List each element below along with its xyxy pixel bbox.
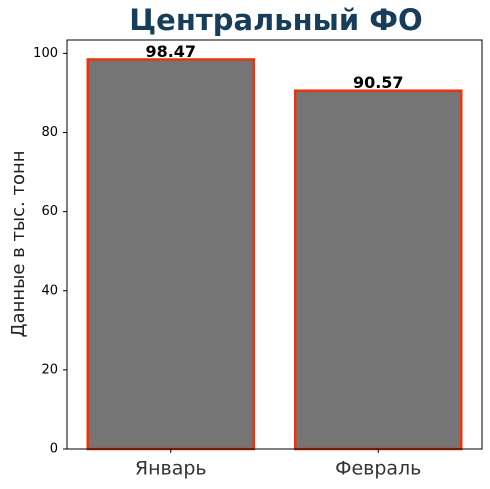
axes-frame bbox=[66, 39, 483, 450]
y-tick-label: 20 bbox=[41, 362, 58, 377]
y-tick-label: 80 bbox=[41, 125, 58, 140]
chart-title: Центральный ФО bbox=[129, 3, 422, 37]
y-tick-label: 100 bbox=[33, 46, 58, 61]
value-label: 90.57 bbox=[353, 73, 404, 92]
x-tick-label: Февраль bbox=[335, 458, 421, 480]
y-tick-label: 0 bbox=[50, 442, 58, 457]
y-axis-label: Данные в тыс. тонн bbox=[8, 150, 29, 337]
value-label: 98.47 bbox=[145, 42, 196, 61]
bar bbox=[86, 58, 255, 451]
bar bbox=[294, 89, 463, 451]
y-tick-label: 60 bbox=[41, 204, 58, 219]
x-tick-label: Январь bbox=[135, 458, 207, 480]
y-tick-label: 40 bbox=[41, 283, 58, 298]
